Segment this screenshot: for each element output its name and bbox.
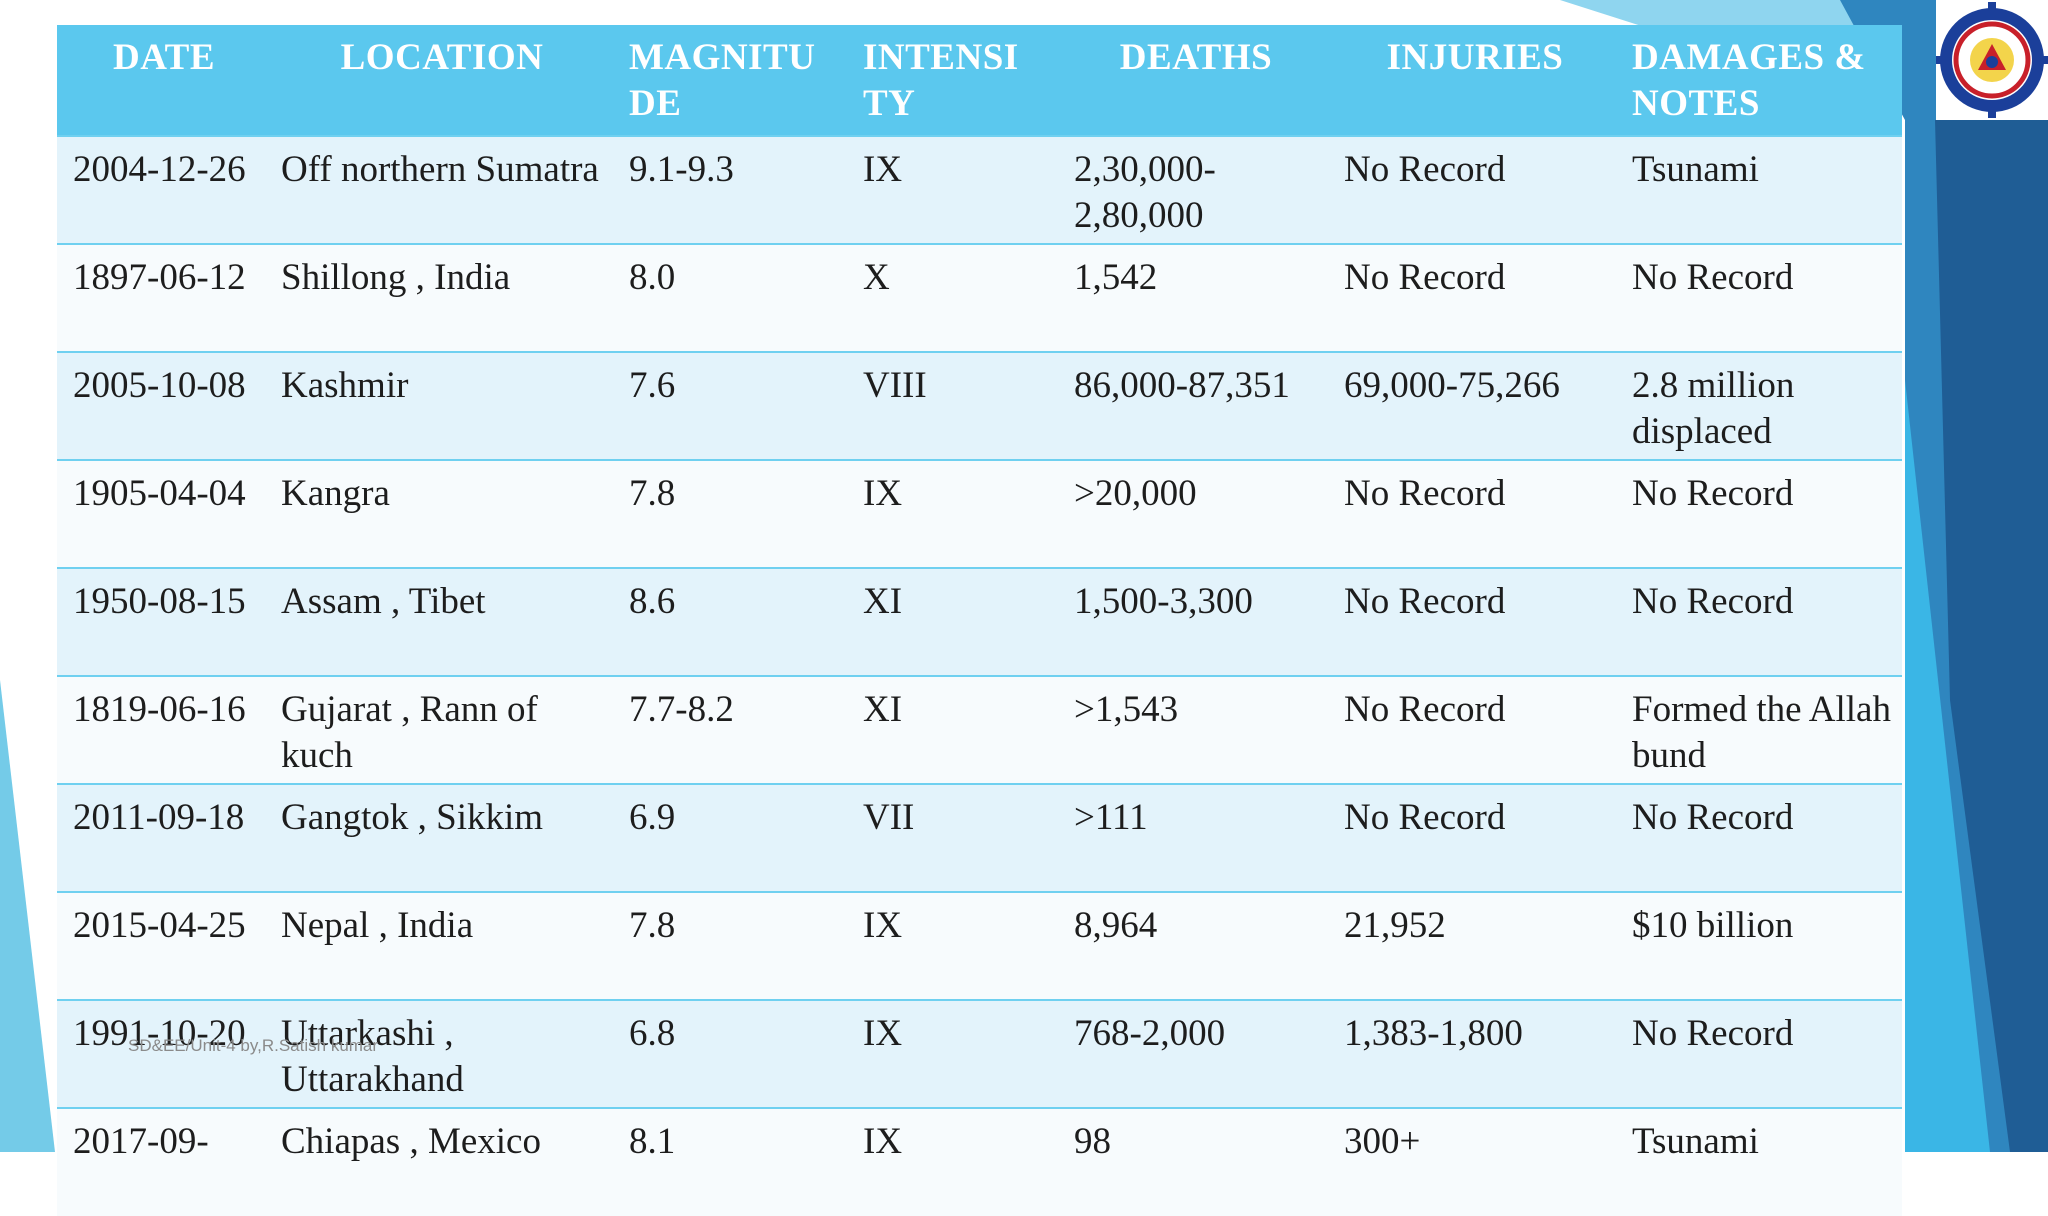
table-row: 2017-09- Chiapas , Mexico 8.1 IX 98 300+ Tsuna… xyxy=(57,1107,1902,1216)
cell-damages-notes: Tsunami xyxy=(1616,135,1902,244)
cell-deaths: >111 xyxy=(1058,783,1328,892)
cell-magnitude: 7.8 xyxy=(613,459,847,568)
college-logo xyxy=(1936,0,2048,120)
cell-location: Shillong , India xyxy=(265,243,613,352)
cell-injuries: No Record xyxy=(1328,783,1616,892)
cell-injuries: No Record xyxy=(1328,567,1616,676)
cell-injuries: No Record xyxy=(1328,135,1616,244)
cell-deaths: 768-2,000 xyxy=(1058,999,1328,1108)
table-row: 2015-04-25 Nepal , India 7.8 IX 8,964 21,952 $… xyxy=(57,891,1902,1000)
earthquake-table: DATE LOCATION MAGNITU DE INTENSI TY DEAT… xyxy=(57,25,1902,1216)
cell-deaths: 1,542 xyxy=(1058,243,1328,352)
slide-footer: SD&EE/Unit-4 by,R.Satish kumar xyxy=(128,1036,379,1055)
cell-intensity: VIII xyxy=(847,351,1058,460)
table-row: 1905-04-04 Kangra 7.8 IX >20,000 No Record No … xyxy=(57,459,1902,568)
cell-deaths: 1,500-3,300 xyxy=(1058,567,1328,676)
cell-deaths: 86,000-87,351 xyxy=(1058,351,1328,460)
cell-intensity: IX xyxy=(847,999,1058,1108)
left-triangle-shape xyxy=(0,680,55,1152)
cell-intensity: IX xyxy=(847,891,1058,1000)
cell-injuries: No Record xyxy=(1328,675,1616,784)
column-header-deaths: DEATHS xyxy=(1058,25,1328,136)
cell-location: Uttarkashi , Uttarakhand xyxy=(265,999,613,1108)
cell-date: 1819-06-16 xyxy=(57,675,265,784)
cell-injuries: No Record xyxy=(1328,459,1616,568)
cell-damages-notes: No Record xyxy=(1616,243,1902,352)
cell-magnitude: 7.8 xyxy=(613,891,847,1000)
cell-location: Assam , Tibet xyxy=(265,567,613,676)
table-row: 1950-08-15 Assam , Tibet 8.6 XI 1,500-3,300 N… xyxy=(57,567,1902,676)
table-row: 2004-12-26 Off northern Sumatra 9.1-9.3 IX 2… xyxy=(57,135,1902,244)
cell-deaths: 8,964 xyxy=(1058,891,1328,1000)
cell-magnitude: 6.8 xyxy=(613,999,847,1108)
cell-damages-notes: No Record xyxy=(1616,999,1902,1108)
cell-date: 2017-09- xyxy=(57,1107,265,1216)
cell-location: Chiapas , Mexico xyxy=(265,1107,613,1216)
cell-intensity: X xyxy=(847,243,1058,352)
cell-magnitude: 7.6 xyxy=(613,351,847,460)
cell-intensity: XI xyxy=(847,675,1058,784)
column-header-intensity: INTENSI TY xyxy=(847,25,1058,136)
column-header-damages-notes: DAMAGES & NOTES xyxy=(1616,25,1902,136)
cell-injuries: 1,383-1,800 xyxy=(1328,999,1616,1108)
cell-damages-notes: Formed the Allah bund xyxy=(1616,675,1902,784)
cell-injuries: 300+ xyxy=(1328,1107,1616,1216)
cell-location: Off northern Sumatra xyxy=(265,135,613,244)
cell-date: 1897-06-12 xyxy=(57,243,265,352)
right-bright-sliver xyxy=(1905,380,1990,1152)
cell-date: 1950-08-15 xyxy=(57,567,265,676)
table-row: 1897-06-12 Shillong , India 8.0 X 1,542 No Re… xyxy=(57,243,1902,352)
cell-intensity: IX xyxy=(847,1107,1058,1216)
slide-background-decoration xyxy=(0,0,2048,1152)
cell-location: Gujarat , Rann of kuch xyxy=(265,675,613,784)
cell-damages-notes: 2.8 million displaced xyxy=(1616,351,1902,460)
cell-date: 2015-04-25 xyxy=(57,891,265,1000)
table-row: 1991-10-20 Uttarkashi , Uttarakhand 6.8 IX 7… xyxy=(57,999,1902,1108)
cell-damages-notes: Tsunami xyxy=(1616,1107,1902,1216)
cell-magnitude: 8.0 xyxy=(613,243,847,352)
cell-magnitude: 7.7-8.2 xyxy=(613,675,847,784)
cell-date: 2011-09-18 xyxy=(57,783,265,892)
cell-date: 1991-10-20 xyxy=(57,999,265,1108)
cell-magnitude: 8.1 xyxy=(613,1107,847,1216)
cell-intensity: IX xyxy=(847,135,1058,244)
cell-location: Kangra xyxy=(265,459,613,568)
table-row: 1819-06-16 Gujarat , Rann of kuch 7.7-8.2 X… xyxy=(57,675,1902,784)
cell-magnitude: 9.1-9.3 xyxy=(613,135,847,244)
cell-location: Kashmir xyxy=(265,351,613,460)
cell-magnitude: 8.6 xyxy=(613,567,847,676)
cell-injuries: 69,000-75,266 xyxy=(1328,351,1616,460)
column-header-date: DATE xyxy=(57,25,265,136)
cell-injuries: No Record xyxy=(1328,243,1616,352)
right-dark-band xyxy=(1935,120,2048,1152)
cell-damages-notes: No Record xyxy=(1616,567,1902,676)
cell-magnitude: 6.9 xyxy=(613,783,847,892)
table-header-row: DATE LOCATION MAGNITU DE INTENSI TY DEAT… xyxy=(57,25,1902,136)
column-header-injuries: INJURIES xyxy=(1328,25,1616,136)
cell-date: 2005-10-08 xyxy=(57,351,265,460)
table-row: 2005-10-08 Kashmir 7.6 VIII 86,000-87,351 69,… xyxy=(57,351,1902,460)
cell-date: 1905-04-04 xyxy=(57,459,265,568)
column-header-location: LOCATION xyxy=(265,25,613,136)
table-row: 2011-09-18 Gangtok , Sikkim 6.9 VII >111 No R… xyxy=(57,783,1902,892)
cell-location: Nepal , India xyxy=(265,891,613,1000)
table-body: 2004-12-26 Off northern Sumatra 9.1-9.3 IX 2… xyxy=(57,135,1902,1216)
cell-intensity: IX xyxy=(847,459,1058,568)
column-header-magnitude: MAGNITU DE xyxy=(613,25,847,136)
cell-damages-notes: No Record xyxy=(1616,783,1902,892)
college-seal-icon xyxy=(1936,2,2048,118)
cell-location: Gangtok , Sikkim xyxy=(265,783,613,892)
cell-date: 2004-12-26 xyxy=(57,135,265,244)
cell-deaths: >20,000 xyxy=(1058,459,1328,568)
cell-intensity: XI xyxy=(847,567,1058,676)
cell-damages-notes: No Record xyxy=(1616,459,1902,568)
cell-deaths: 98 xyxy=(1058,1107,1328,1216)
cell-injuries: 21,952 xyxy=(1328,891,1616,1000)
cell-damages-notes: $10 billion xyxy=(1616,891,1902,1000)
cell-deaths: >1,543 xyxy=(1058,675,1328,784)
cell-deaths: 2,30,000-2,80,000 xyxy=(1058,135,1328,244)
cell-intensity: VII xyxy=(847,783,1058,892)
